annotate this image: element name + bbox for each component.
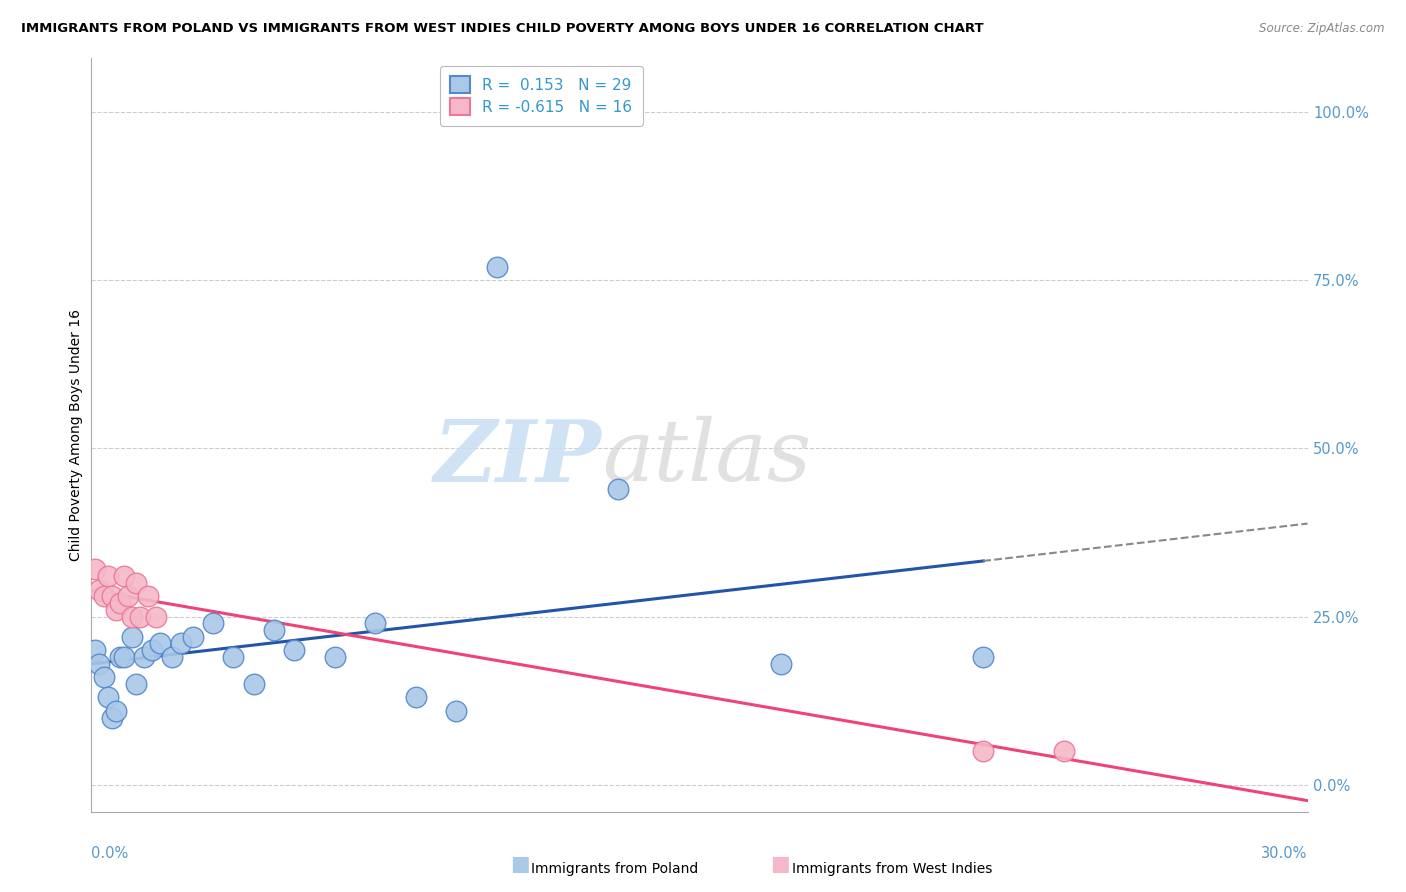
Text: Source: ZipAtlas.com: Source: ZipAtlas.com xyxy=(1260,22,1385,36)
Point xyxy=(125,677,148,691)
Point xyxy=(89,657,111,671)
Point xyxy=(112,649,135,664)
Point xyxy=(100,590,122,604)
Point xyxy=(181,630,204,644)
Point xyxy=(136,590,159,604)
Point xyxy=(485,260,508,274)
Point xyxy=(104,603,127,617)
Point xyxy=(141,643,163,657)
Point xyxy=(84,643,107,657)
Point xyxy=(405,690,427,705)
Point xyxy=(972,649,994,664)
Text: 30.0%: 30.0% xyxy=(1261,846,1308,861)
Point xyxy=(112,569,135,583)
Point xyxy=(242,677,264,691)
Point xyxy=(97,690,120,705)
Point xyxy=(769,657,792,671)
Point xyxy=(607,482,630,496)
Point xyxy=(972,744,994,758)
Text: Immigrants from Poland: Immigrants from Poland xyxy=(531,862,699,876)
Point xyxy=(149,636,172,650)
Point xyxy=(93,670,115,684)
Point xyxy=(117,590,139,604)
Point xyxy=(263,623,285,637)
Point xyxy=(162,649,184,664)
Point xyxy=(104,704,127,718)
Text: Immigrants from West Indies: Immigrants from West Indies xyxy=(792,862,993,876)
Point xyxy=(129,609,152,624)
Text: IMMIGRANTS FROM POLAND VS IMMIGRANTS FROM WEST INDIES CHILD POVERTY AMONG BOYS U: IMMIGRANTS FROM POLAND VS IMMIGRANTS FRO… xyxy=(21,22,984,36)
Point xyxy=(125,575,148,590)
Text: ■: ■ xyxy=(510,855,530,874)
Point xyxy=(121,609,143,624)
Point xyxy=(145,609,167,624)
Point xyxy=(97,569,120,583)
Point xyxy=(169,636,191,650)
Point xyxy=(283,643,305,657)
Point xyxy=(108,596,131,610)
Point xyxy=(132,649,155,664)
Point xyxy=(121,630,143,644)
Point xyxy=(108,649,131,664)
Point xyxy=(100,710,122,724)
Point xyxy=(202,616,225,631)
Point xyxy=(84,562,107,576)
Y-axis label: Child Poverty Among Boys Under 16: Child Poverty Among Boys Under 16 xyxy=(69,309,83,561)
Point xyxy=(89,582,111,597)
Point xyxy=(222,649,245,664)
Text: 0.0%: 0.0% xyxy=(91,846,128,861)
Point xyxy=(93,590,115,604)
Legend: R =  0.153   N = 29, R = -0.615   N = 16: R = 0.153 N = 29, R = -0.615 N = 16 xyxy=(440,66,643,126)
Text: ZIP: ZIP xyxy=(434,416,602,500)
Point xyxy=(1053,744,1076,758)
Point xyxy=(444,704,467,718)
Point xyxy=(364,616,387,631)
Text: ■: ■ xyxy=(770,855,790,874)
Text: atlas: atlas xyxy=(602,417,811,499)
Point xyxy=(323,649,346,664)
